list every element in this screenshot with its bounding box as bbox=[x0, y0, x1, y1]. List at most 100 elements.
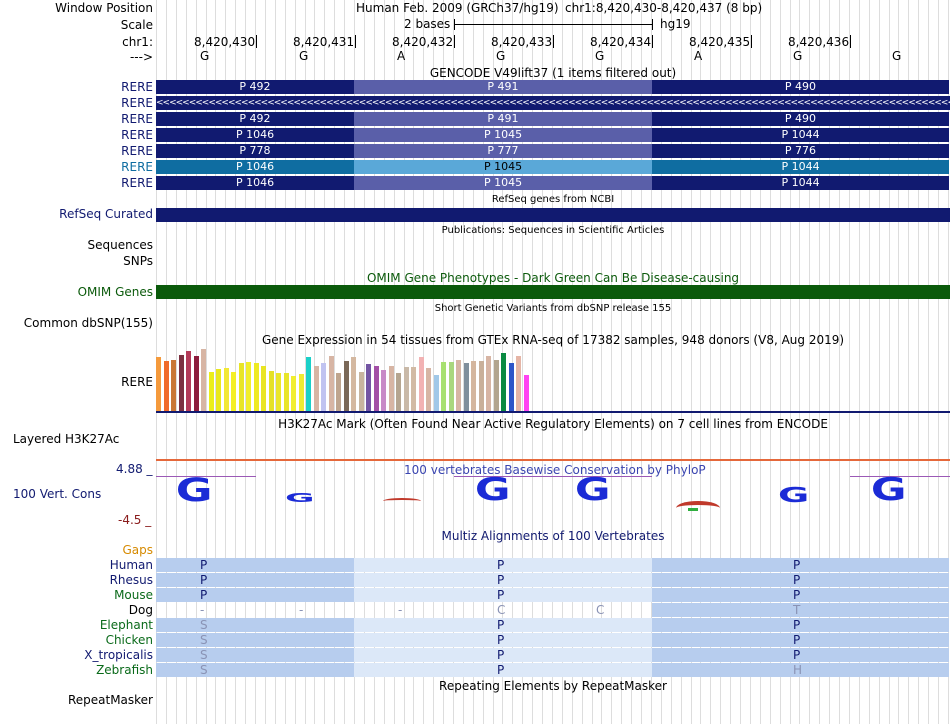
gencode-exon-segment[interactable]: P 1044 bbox=[652, 128, 949, 142]
gencode-exon-segment[interactable]: P 492 bbox=[156, 80, 354, 94]
alignment-block[interactable]: S bbox=[156, 663, 354, 677]
gtex-tissue-bar[interactable] bbox=[373, 366, 379, 411]
alignment-block[interactable]: P bbox=[156, 573, 354, 587]
gencode-exon-segment[interactable]: P 491 bbox=[354, 80, 652, 94]
alignment-block[interactable]: P bbox=[652, 648, 949, 662]
sequences-label[interactable]: Sequences bbox=[87, 238, 153, 252]
alignment-block[interactable]: S bbox=[156, 648, 354, 662]
alignment-block[interactable]: P bbox=[652, 618, 949, 632]
gtex-tissue-bar[interactable] bbox=[186, 351, 191, 411]
gtex-label[interactable]: RERE bbox=[121, 375, 153, 389]
species-label[interactable]: Mouse bbox=[114, 588, 153, 602]
species-label[interactable]: Elephant bbox=[99, 618, 153, 632]
gtex-tissue-bar[interactable] bbox=[178, 355, 184, 411]
gtex-tissue-bar[interactable] bbox=[501, 353, 506, 411]
alignment-block[interactable]: P bbox=[652, 588, 949, 602]
species-label[interactable]: Zebrafish bbox=[96, 663, 153, 677]
gtex-tissue-bar[interactable] bbox=[396, 373, 401, 411]
species-label[interactable]: X_tropicalis bbox=[84, 648, 153, 662]
gtex-tissue-bar[interactable] bbox=[246, 362, 251, 411]
gtex-tissue-bar[interactable] bbox=[358, 372, 364, 411]
gaps-label[interactable]: Gaps bbox=[122, 543, 153, 557]
h3k27ac-label[interactable]: Layered H3K27Ac bbox=[13, 432, 120, 446]
gtex-tissue-bar[interactable] bbox=[283, 373, 289, 411]
gtex-tissue-bar[interactable] bbox=[403, 367, 409, 411]
gtex-tissue-bar[interactable] bbox=[156, 357, 161, 411]
dbsnp-label[interactable]: Common dbSNP(155) bbox=[23, 316, 153, 330]
gtex-tissue-bar[interactable] bbox=[441, 362, 446, 411]
alignment-block[interactable]: P bbox=[354, 618, 652, 632]
gtex-tissue-bar[interactable] bbox=[336, 373, 341, 411]
gencode-exon-segment[interactable]: P 1046 bbox=[156, 128, 354, 142]
repeatmasker-label[interactable]: RepeatMasker bbox=[67, 693, 153, 707]
gtex-bar-chart[interactable] bbox=[156, 349, 556, 411]
gtex-tissue-bar[interactable] bbox=[276, 373, 281, 411]
refseq-gene-bar[interactable] bbox=[156, 208, 950, 222]
alignment-block[interactable]: P bbox=[354, 558, 652, 572]
gtex-tissue-bar[interactable] bbox=[486, 356, 491, 411]
gencode-row-label[interactable]: RERE bbox=[121, 96, 153, 110]
gencode-row-label[interactable]: RERE bbox=[121, 176, 153, 190]
gtex-tissue-bar[interactable] bbox=[343, 361, 349, 411]
species-label[interactable]: Rhesus bbox=[109, 573, 153, 587]
gencode-exon-segment[interactable]: P 776 bbox=[652, 144, 949, 158]
gtex-tissue-bar[interactable] bbox=[231, 372, 236, 411]
gencode-exon-segment[interactable]: P 1044 bbox=[652, 160, 949, 174]
species-label[interactable]: Dog bbox=[128, 603, 153, 617]
gtex-tissue-bar[interactable] bbox=[366, 364, 371, 411]
gencode-row-label[interactable]: RERE bbox=[121, 144, 153, 158]
gtex-tissue-bar[interactable] bbox=[523, 375, 529, 411]
gencode-exon-segment[interactable]: P 1045 bbox=[354, 176, 652, 190]
omim-gene-bar[interactable] bbox=[156, 285, 950, 299]
alignment-block[interactable]: H bbox=[652, 663, 949, 677]
gtex-tissue-bar[interactable] bbox=[418, 357, 424, 411]
gtex-tissue-bar[interactable] bbox=[456, 360, 461, 411]
omim-label[interactable]: OMIM Genes bbox=[77, 285, 153, 299]
gtex-tissue-bar[interactable] bbox=[223, 368, 229, 411]
alignment-block[interactable]: P bbox=[156, 558, 354, 572]
alignment-block[interactable]: P bbox=[354, 648, 652, 662]
alignment-block[interactable]: P bbox=[652, 573, 949, 587]
gencode-exon-segment[interactable]: P 492 bbox=[156, 112, 354, 126]
gtex-tissue-bar[interactable] bbox=[388, 366, 394, 411]
gtex-tissue-bar[interactable] bbox=[201, 349, 206, 411]
gtex-tissue-bar[interactable] bbox=[411, 367, 416, 411]
gencode-exon-segment[interactable]: P 1046 bbox=[156, 176, 354, 190]
gencode-row-label[interactable]: RERE bbox=[121, 80, 153, 94]
gencode-row-label[interactable]: RERE bbox=[121, 160, 153, 174]
gtex-tissue-bar[interactable] bbox=[208, 372, 214, 411]
gencode-exon-segment[interactable]: P 1045 bbox=[354, 160, 652, 174]
gencode-exon-segment[interactable]: P 1044 bbox=[652, 176, 949, 190]
gtex-tissue-bar[interactable] bbox=[291, 376, 296, 411]
refseq-label[interactable]: RefSeq Curated bbox=[59, 207, 153, 221]
alignment-block[interactable]: P bbox=[652, 558, 949, 572]
gtex-tissue-bar[interactable] bbox=[426, 368, 431, 411]
gtex-tissue-bar[interactable] bbox=[328, 356, 334, 411]
gtex-tissue-bar[interactable] bbox=[171, 360, 176, 411]
gtex-tissue-bar[interactable] bbox=[433, 375, 439, 411]
gtex-tissue-bar[interactable] bbox=[298, 374, 304, 411]
alignment-block[interactable]: P bbox=[354, 633, 652, 647]
gtex-tissue-bar[interactable] bbox=[448, 362, 454, 411]
gtex-tissue-bar[interactable] bbox=[516, 356, 521, 411]
alignment-block[interactable]: P bbox=[354, 588, 652, 602]
gtex-tissue-bar[interactable] bbox=[253, 363, 259, 411]
gtex-tissue-bar[interactable] bbox=[321, 363, 326, 411]
gtex-tissue-bar[interactable] bbox=[238, 363, 244, 411]
gtex-tissue-bar[interactable] bbox=[508, 363, 514, 411]
gtex-tissue-bar[interactable] bbox=[261, 366, 266, 411]
gtex-tissue-bar[interactable] bbox=[193, 356, 199, 411]
gtex-tissue-bar[interactable] bbox=[268, 371, 274, 411]
gencode-intron-arrows[interactable]: <<<<<<<<<<<<<<<<<<<<<<<<<<<<<<<<<<<<<<<<… bbox=[156, 96, 950, 110]
gtex-tissue-bar[interactable] bbox=[493, 360, 499, 411]
phylop-label[interactable]: 100 Vert. Cons bbox=[13, 487, 102, 501]
gtex-tissue-bar[interactable] bbox=[471, 361, 476, 411]
gtex-tissue-bar[interactable] bbox=[381, 370, 386, 411]
gtex-tissue-bar[interactable] bbox=[216, 369, 221, 411]
gencode-exon-segment[interactable]: P 778 bbox=[156, 144, 354, 158]
alignment-block[interactable]: P bbox=[652, 633, 949, 647]
snps-label[interactable]: SNPs bbox=[123, 254, 153, 268]
gtex-tissue-bar[interactable] bbox=[463, 363, 469, 411]
alignment-block[interactable]: P bbox=[156, 588, 354, 602]
gencode-exon-segment[interactable]: P 777 bbox=[354, 144, 652, 158]
